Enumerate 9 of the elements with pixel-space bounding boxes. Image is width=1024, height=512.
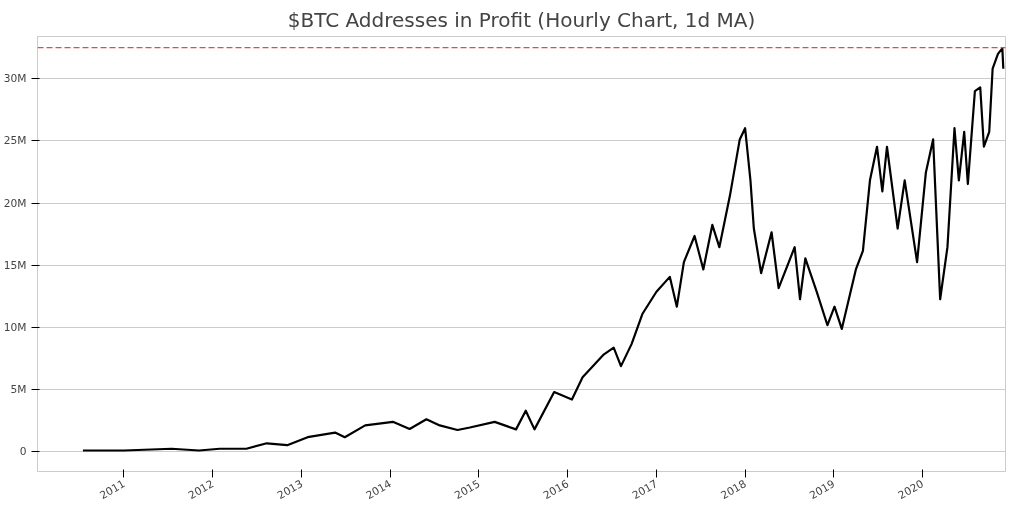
line-series xyxy=(81,47,1005,452)
y-tick-label: 5M xyxy=(10,382,27,396)
y-tick-label: 0 xyxy=(19,445,27,459)
y-tick-label: 15M xyxy=(3,258,27,272)
y-tick-label: 10M xyxy=(3,320,27,334)
y-tick-label: 25M xyxy=(3,134,27,148)
y-tick-label: 20M xyxy=(3,196,27,210)
chart-title: $BTC Addresses in Profit (Hourly Chart, 1d MA) xyxy=(287,7,756,32)
y-tick-label: 30M xyxy=(3,72,27,86)
